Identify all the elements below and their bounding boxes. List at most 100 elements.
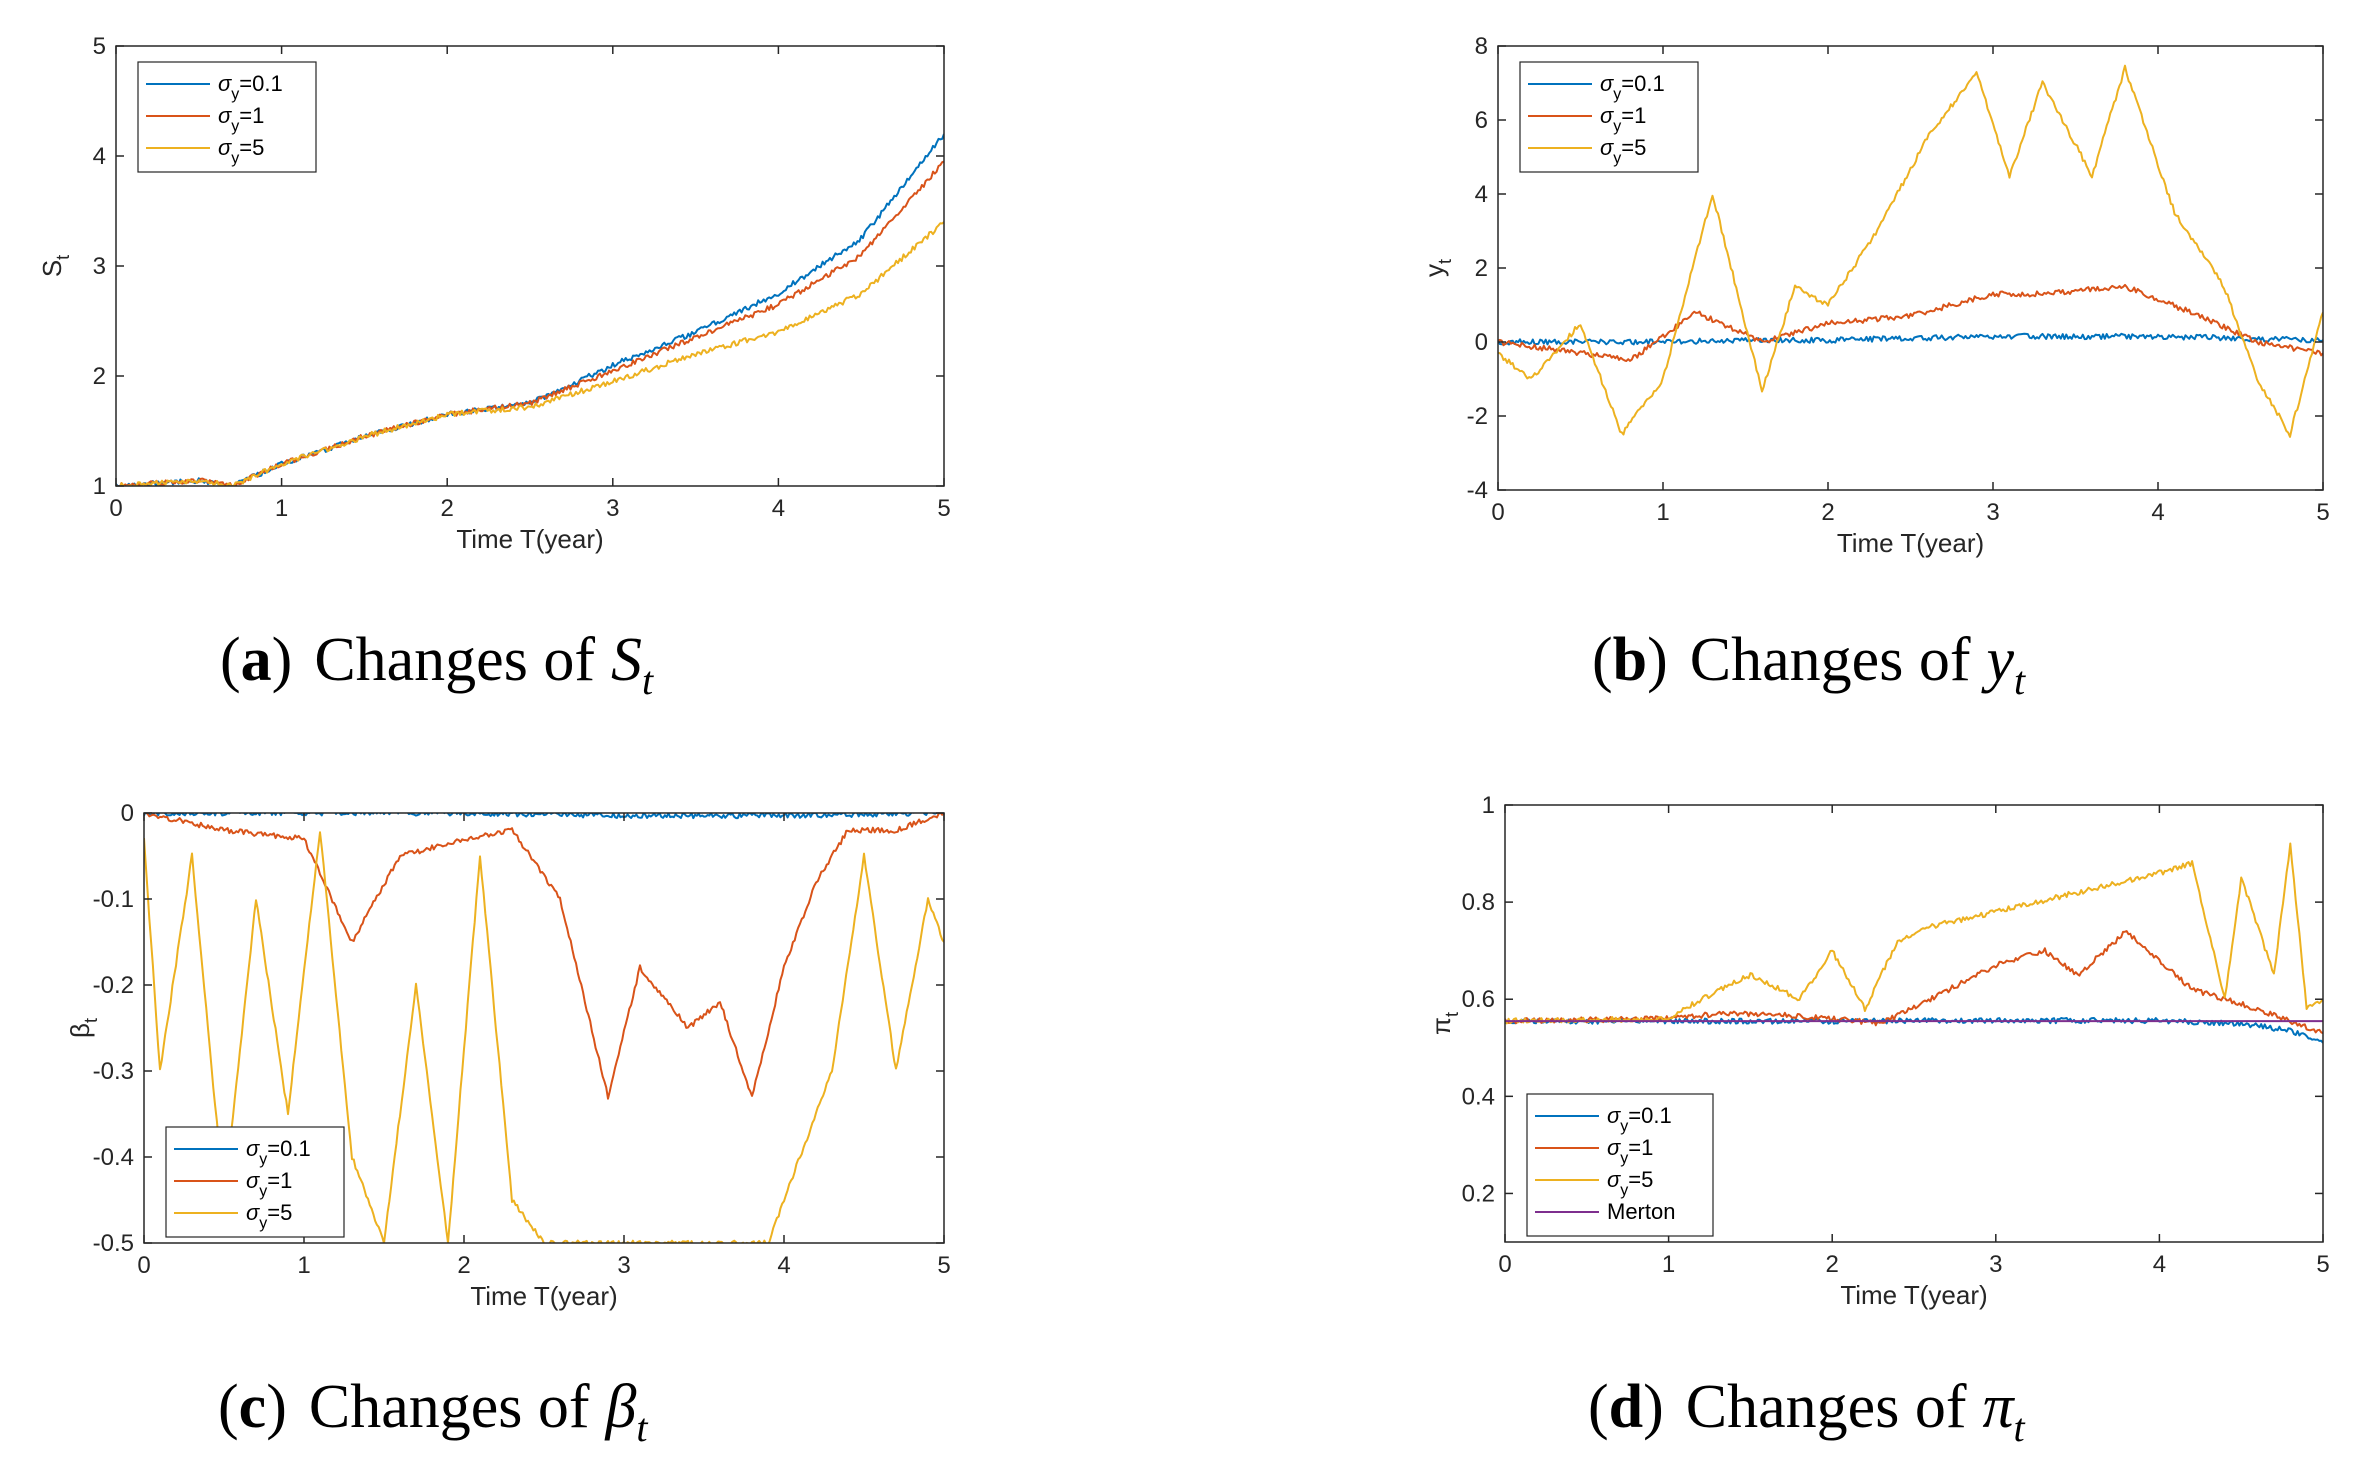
legend-rest: =1 xyxy=(1621,103,1646,128)
legend-greek: σ xyxy=(246,1136,260,1161)
caption-paren-open: ( xyxy=(218,1373,239,1441)
x-tick-label: 0 xyxy=(1498,1251,1511,1278)
series-line-1 xyxy=(1498,283,2323,362)
legend-sub: y xyxy=(1620,1182,1628,1199)
legend-greek: σ xyxy=(218,71,232,96)
x-tick-label: 4 xyxy=(772,495,785,522)
legend-rest: =5 xyxy=(267,1200,292,1225)
legend-label-2: σy=5 xyxy=(246,1200,292,1232)
y-tick-label: 4 xyxy=(93,143,106,170)
caption-tag: d xyxy=(1609,1373,1643,1441)
caption-paren-open: ( xyxy=(1588,1373,1609,1441)
legend-label-1: σy=1 xyxy=(246,1168,292,1200)
legend-rest: =1 xyxy=(239,103,264,128)
caption-text: Changes of xyxy=(314,626,595,694)
x-tick-label: 5 xyxy=(937,495,950,522)
legend-rest: =0.1 xyxy=(239,71,282,96)
panel-caption: (b) Changes of yt xyxy=(1592,626,2026,703)
x-tick-label: 1 xyxy=(1662,1251,1675,1278)
legend-sub: y xyxy=(1613,150,1621,167)
legend: σy=0.1σy=1σy=5 Merton xyxy=(1526,1093,1714,1237)
y-tick-label: 1 xyxy=(93,473,106,500)
caption-tag: b xyxy=(1613,626,1647,694)
y-tick-label: 5 xyxy=(93,33,106,60)
legend-rest: =0.1 xyxy=(1628,1103,1671,1128)
y-tick-label: 2 xyxy=(1475,255,1488,282)
y-tick-label: 4 xyxy=(1475,181,1488,208)
axes-box xyxy=(1504,804,2324,1243)
caption-symbol: y xyxy=(1980,626,2014,694)
caption-sub: t xyxy=(642,658,654,703)
legend-sub: y xyxy=(1613,86,1621,103)
series-group xyxy=(116,133,944,486)
legend-sub: y xyxy=(231,118,239,135)
y-axis-label-symbol: S xyxy=(37,260,67,277)
y-axis-label-sub: t xyxy=(1435,259,1455,264)
y-tick-label: -0.2 xyxy=(93,972,134,999)
y-tick-label: 0.8 xyxy=(1462,889,1495,916)
legend-label-0: σy=0.1 xyxy=(246,1136,311,1168)
x-tick-label: 0 xyxy=(137,1252,150,1279)
panel-caption: (d) Changes of πt xyxy=(1588,1373,2026,1450)
legend-label-2: σy=5 xyxy=(1600,135,1646,167)
legend-sub: y xyxy=(259,1183,267,1200)
legend-label-1: σy=1 xyxy=(218,103,264,135)
caption-paren-open: ( xyxy=(1592,626,1613,694)
caption-paren-close: ) xyxy=(266,1373,287,1441)
y-tick-label: 0 xyxy=(121,800,134,827)
series-line-2 xyxy=(144,831,944,1243)
y-tick-label: -0.4 xyxy=(93,1144,134,1171)
legend-sub: y xyxy=(259,1215,267,1232)
caption-paren-close: ) xyxy=(1647,626,1668,694)
legend-label-0: σy=0.1 xyxy=(1607,1103,1672,1135)
x-tick-label: 2 xyxy=(1821,499,1834,526)
y-tick-label: 1 xyxy=(1482,792,1495,819)
x-tick-label: 3 xyxy=(1989,1251,2002,1278)
x-axis-label: Time T(year) xyxy=(470,1281,617,1311)
y-axis-label-symbol: y xyxy=(1419,264,1449,277)
legend-sub: y xyxy=(231,86,239,103)
y-tick-label: 3 xyxy=(93,253,106,280)
x-tick-label: 2 xyxy=(1826,1251,1839,1278)
x-tick-label: 3 xyxy=(1986,499,1999,526)
legend-label-0: σy=0.1 xyxy=(1600,71,1665,103)
legend-greek: σ xyxy=(1600,103,1614,128)
axes-box xyxy=(143,812,945,1244)
y-tick-label: 0.6 xyxy=(1462,986,1495,1013)
legend-rest: =5 xyxy=(239,135,264,160)
y-axis-label: βt xyxy=(65,1018,101,1038)
x-tick-label: 2 xyxy=(457,1252,470,1279)
x-tick-label: 1 xyxy=(297,1252,310,1279)
series-group xyxy=(1505,842,2323,1044)
legend-rest: =5 xyxy=(1628,1167,1653,1192)
x-tick-label: 5 xyxy=(2316,1251,2329,1278)
chart-c: 0 1 2 3 4 5 -0.5 -0.4 -0.3 -0.2 -0.1 0 Time T(year) β… xyxy=(65,800,951,1450)
legend-greek: σ xyxy=(1607,1167,1621,1192)
legend-rest: =0.1 xyxy=(1621,71,1664,96)
y-tick-label: -4 xyxy=(1467,477,1488,504)
y-axis-label: πt xyxy=(1426,1012,1462,1035)
y-tick-label: 0.4 xyxy=(1462,1083,1495,1110)
panel-caption: (c) Changes of βt xyxy=(218,1373,648,1450)
legend-sub: y xyxy=(231,150,239,167)
y-tick-label: 8 xyxy=(1475,33,1488,60)
legend-label-1: σy=1 xyxy=(1607,1135,1653,1167)
caption-sub: t xyxy=(636,1405,648,1450)
y-tick-label: -2 xyxy=(1467,403,1488,430)
y-axis-label-symbol: β xyxy=(65,1023,95,1038)
caption-symbol: β xyxy=(605,1373,637,1441)
legend-greek: σ xyxy=(1600,135,1614,160)
y-tick-label: -0.1 xyxy=(93,886,134,913)
series-line-2 xyxy=(116,221,944,486)
legend-greek: σ xyxy=(218,103,232,128)
series-line-1 xyxy=(144,813,944,1100)
x-tick-label: 4 xyxy=(777,1252,790,1279)
y-tick-label: -0.3 xyxy=(93,1058,134,1085)
x-tick-label: 4 xyxy=(2153,1251,2166,1278)
legend-rest: Merton xyxy=(1607,1199,1675,1224)
series-line-0 xyxy=(144,813,944,820)
caption-paren-close: ) xyxy=(1643,1373,1664,1441)
